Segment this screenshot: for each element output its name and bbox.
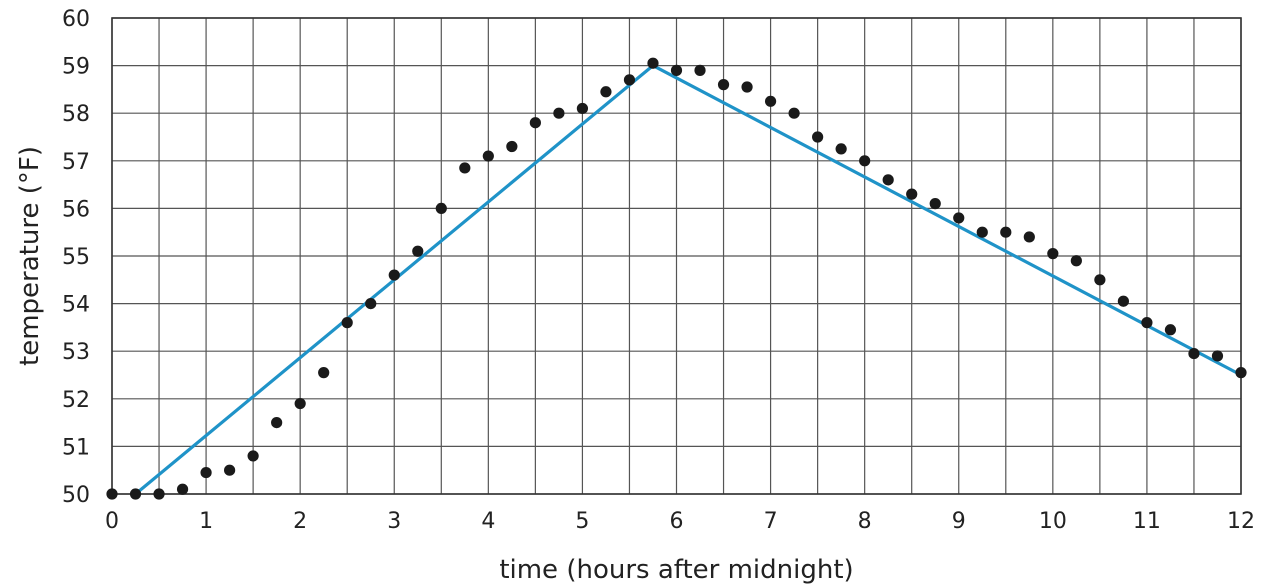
data-point	[835, 143, 847, 155]
plot-frame	[111, 17, 1242, 495]
data-point	[553, 107, 565, 119]
data-point	[859, 155, 871, 167]
x-tick-label: 4	[481, 509, 495, 534]
data-point	[882, 174, 894, 186]
y-tick-label: 57	[62, 150, 90, 175]
data-point	[247, 450, 259, 462]
x-tick-label: 8	[858, 509, 872, 534]
x-axis-label: time (hours after midnight)	[499, 555, 853, 585]
y-tick-label: 58	[62, 102, 90, 127]
data-point	[1023, 231, 1035, 243]
data-point	[129, 488, 142, 500]
data-point	[176, 483, 189, 495]
data-point	[1211, 350, 1224, 362]
data-point	[576, 102, 589, 115]
y-tick-label: 59	[62, 55, 90, 80]
data-point	[717, 79, 730, 91]
data-point	[153, 488, 165, 500]
x-tick-label: 5	[575, 509, 589, 534]
y-axis-ticks: 50 51 52 53 54 55 56 57 58 59 60	[62, 7, 90, 508]
y-tick-label: 53	[62, 340, 90, 365]
data-point	[906, 188, 918, 200]
y-tick-label: 52	[62, 388, 90, 413]
x-tick-label: 9	[952, 509, 966, 534]
data-point	[1094, 274, 1106, 286]
data-point	[365, 298, 377, 310]
y-tick-label: 60	[62, 7, 90, 32]
y-axis-label: temperature (°F)	[15, 146, 45, 366]
y-tick-label: 54	[62, 293, 90, 318]
data-point	[600, 86, 612, 98]
y-tick-label: 50	[62, 483, 90, 508]
data-point	[764, 95, 777, 107]
data-point	[1117, 295, 1129, 307]
data-point	[1047, 248, 1059, 260]
x-tick-label: 12	[1227, 509, 1255, 534]
data-point	[200, 466, 212, 479]
x-tick-label: 6	[670, 509, 684, 534]
data-point	[506, 140, 518, 153]
data-point	[812, 131, 824, 143]
data-point	[482, 150, 494, 162]
data-point	[294, 397, 306, 410]
data-point	[412, 245, 424, 257]
data-point	[647, 57, 659, 69]
data-point	[929, 198, 941, 210]
data-point	[788, 107, 800, 119]
data-point	[623, 74, 636, 86]
y-tick-label: 56	[62, 197, 90, 222]
x-tick-label: 1	[199, 509, 213, 534]
data-point	[1164, 324, 1177, 336]
data-point	[953, 212, 965, 224]
trend-line	[134, 63, 1242, 496]
data-point	[459, 162, 471, 174]
data-point	[318, 367, 330, 379]
data-point	[341, 317, 353, 329]
x-tick-label: 3	[387, 509, 401, 534]
x-axis-ticks: 0 1 2 3 4 5 6 7 8 9 10 11 12	[105, 509, 1255, 534]
x-tick-label: 7	[764, 509, 778, 534]
x-tick-label: 11	[1133, 509, 1161, 534]
x-tick-label: 10	[1039, 509, 1067, 534]
data-point	[1188, 347, 1200, 360]
x-tick-label: 0	[105, 509, 119, 534]
data-point	[976, 226, 988, 238]
data-point	[670, 64, 683, 76]
data-point	[271, 417, 283, 429]
series-layer	[106, 57, 1247, 500]
data-point	[1141, 317, 1153, 329]
data-point	[529, 117, 541, 129]
y-tick-label: 55	[62, 245, 90, 270]
data-point	[1000, 226, 1012, 238]
data-point	[224, 464, 236, 476]
data-point	[435, 202, 447, 214]
data-point	[741, 81, 753, 93]
data-point	[388, 269, 400, 281]
x-tick-label: 2	[293, 509, 307, 534]
data-point	[1070, 255, 1082, 267]
y-tick-label: 51	[62, 435, 90, 460]
data-point	[694, 64, 706, 76]
data-point	[106, 488, 118, 500]
data-point	[1235, 367, 1247, 379]
